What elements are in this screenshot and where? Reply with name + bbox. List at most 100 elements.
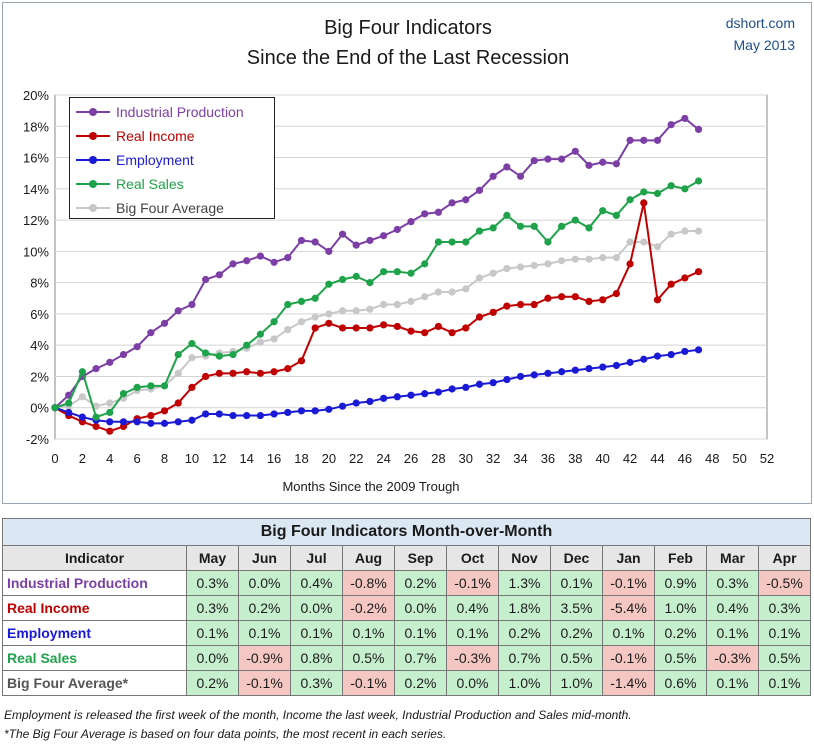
table-cell: 0.2% [654,620,707,646]
y-tick-label: 0% [30,401,49,416]
data-point-real-income [434,322,442,331]
data-point-industrial-production [215,271,223,279]
data-point-industrial-production [434,208,442,216]
data-point-big-four-average [558,257,566,265]
month-header: Jun [238,545,291,571]
data-point-real-income [640,199,648,207]
data-point-employment [338,402,347,410]
data-point-real-sales [65,399,73,407]
table-row: Real Income 0.3% 0.2% 0.0% -0.2% 0.0% 0.4% 1.8%… [2,595,812,621]
data-point-employment [434,388,442,396]
data-point-big-four-average [188,354,196,362]
table-cell: 0.7% [394,645,447,671]
table-cell: 3.5% [550,595,603,621]
data-point-real-income [653,296,662,304]
data-point-industrial-production [133,343,141,351]
table-cell: 0.2% [550,620,603,646]
data-point-big-four-average [626,238,634,246]
table-cell: -0.1% [342,670,395,696]
credit-site: dshort.com [725,15,795,31]
data-point-employment [65,408,73,417]
legend-swatch [76,132,110,140]
data-point-real-income [174,399,182,407]
data-point-employment [256,411,264,420]
data-point-real-sales [653,189,662,198]
data-point-real-income [393,322,401,331]
data-point-real-income [448,329,456,337]
table-cell: -0.1% [238,670,291,696]
data-point-real-sales [311,294,319,302]
data-point-employment [270,410,278,418]
data-point-big-four-average [653,243,662,251]
data-point-big-four-average [462,285,470,293]
data-point-real-income [462,324,470,332]
table-cell: 0.1% [706,670,759,696]
y-tick-label: 18% [23,119,49,134]
data-point-real-sales [256,330,264,338]
data-point-big-four-average [681,227,689,235]
data-point-industrial-production [667,121,675,129]
y-tick-label: 4% [30,338,49,353]
data-point-real-sales [51,404,59,412]
data-point-big-four-average [174,369,182,377]
table-cell: 0.1% [394,620,447,646]
legend-marker [89,204,97,212]
credit-date: May 2013 [733,37,795,53]
data-point-real-income [188,383,196,391]
data-point-big-four-average [311,313,319,321]
data-point-industrial-production [92,365,100,373]
data-point-industrial-production [516,172,525,180]
data-point-industrial-production [188,300,196,309]
data-point-real-income [626,260,634,268]
data-point-employment [462,383,470,391]
x-tick-label: 26 [404,451,418,466]
data-point-real-sales [215,352,223,360]
x-tick-label: 30 [459,451,473,466]
footnote-release-schedule: Employment is released the first week of… [4,708,632,722]
legend-swatch [76,156,110,164]
data-point-big-four-average [612,254,620,262]
data-point-industrial-production [297,236,306,245]
x-tick-label: 20 [322,451,336,466]
data-point-real-sales [585,224,593,232]
data-point-real-sales [462,238,470,246]
table-cell: 0.6% [654,670,707,696]
table-cell: 1.8% [498,595,551,621]
data-point-real-income [229,369,237,377]
data-point-industrial-production [694,125,703,133]
month-header: Mar [706,545,759,571]
data-point-big-four-average [448,288,456,296]
table-cell: 0.2% [186,670,239,696]
data-point-real-sales [229,350,237,359]
legend-marker [89,180,97,188]
x-tick-label: 38 [568,451,582,466]
table-cell: -0.8% [342,570,395,596]
month-header: Apr [757,545,812,571]
x-tick-label: 46 [678,451,692,466]
data-point-employment [516,372,525,381]
x-tick-label: 6 [134,451,141,466]
data-point-real-income [421,329,429,337]
month-header: Oct [446,545,499,571]
legend-label: Real Sales [116,176,184,192]
data-point-real-sales [338,275,347,284]
data-point-employment [284,408,292,417]
data-point-employment [215,410,223,418]
data-point-real-sales [393,268,401,276]
table-cell: 0.2% [498,620,551,646]
data-point-employment [489,379,497,387]
table-cell: 0.0% [290,595,343,621]
data-point-real-income [338,324,347,332]
data-point-real-income [599,296,607,304]
x-tick-label: 52 [760,451,774,466]
data-point-employment [421,390,429,398]
data-point-employment [694,346,703,354]
data-point-big-four-average [366,305,374,313]
data-point-industrial-production [544,155,552,163]
table-cell: 0.4% [706,595,759,621]
table-cell: 0.4% [446,595,499,621]
x-tick-label: 8 [161,451,168,466]
legend-item-industrial-production: Industrial Production [76,101,244,123]
data-point-employment [133,418,141,426]
footnote-average: *The Big Four Average is based on four d… [4,727,447,741]
